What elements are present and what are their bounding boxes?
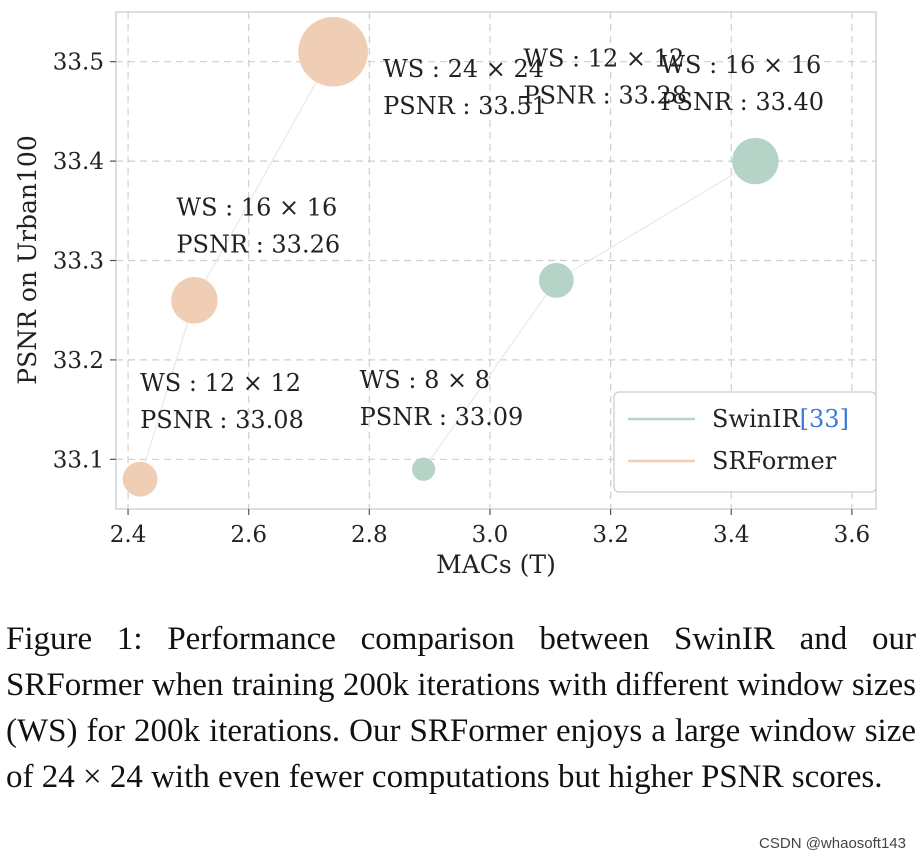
annotation-ws-srformer-0: WS : 12 × 12 bbox=[140, 369, 301, 397]
y-tick-label: 33.4 bbox=[53, 149, 104, 175]
figure-caption: Figure 1: Performance comparison between… bbox=[6, 621, 916, 795]
legend-name-swinir: SwinIR bbox=[712, 405, 801, 433]
annotation-psnr-swinir-0: PSNR : 33.09 bbox=[360, 403, 524, 431]
y-axis-label: PSNR on Urban100 bbox=[13, 135, 42, 384]
axis-ticks: 2.4 2.6 2.8 3.0 3.2 3.4 3.6 33.1 33.2 33.3 33.4 33.… bbox=[53, 50, 870, 548]
annotation-ws-srformer-1: WS : 16 × 16 bbox=[176, 193, 337, 221]
x-tick-label: 3.2 bbox=[592, 522, 629, 548]
watermark: CSDN @whaosoft143 bbox=[759, 835, 906, 852]
scatter-chart: WS : 8 × 8 PSNR : 33.09 WS : 12 × 12 PSNR :… bbox=[13, 11, 877, 579]
annotation-psnr-srformer-0: PSNR : 33.08 bbox=[140, 406, 304, 434]
annotation-psnr-swinir-1: PSNR : 33.28 bbox=[523, 81, 687, 109]
annotation-psnr-srformer-2: PSNR : 33.51 bbox=[383, 92, 547, 120]
point-annotations: WS : 8 × 8 PSNR : 33.09 WS : 12 × 12 PSNR :… bbox=[140, 44, 824, 434]
x-tick-label: 2.4 bbox=[110, 522, 147, 548]
x-tick-label: 3.0 bbox=[472, 522, 509, 548]
point-srformer-1 bbox=[171, 277, 218, 324]
x-tick-label: 3.4 bbox=[713, 522, 750, 548]
legend-label-srformer: SRFormer bbox=[712, 447, 837, 475]
annotation-ws-swinir-2: WS : 16 × 16 bbox=[660, 51, 821, 79]
legend: SwinIR[33] SRFormer bbox=[613, 391, 877, 493]
y-tick-label: 33.1 bbox=[53, 447, 104, 473]
annotation-ws-srformer-2: WS : 24 × 24 bbox=[383, 55, 544, 83]
y-tick-label: 33.3 bbox=[53, 249, 104, 275]
x-tick-label: 2.8 bbox=[351, 522, 388, 548]
point-swinir-2 bbox=[732, 137, 779, 185]
legend-label-swinir: SwinIR[33] bbox=[712, 405, 849, 433]
data-points bbox=[122, 16, 779, 497]
annotation-psnr-srformer-1: PSNR : 33.26 bbox=[176, 230, 340, 258]
point-srformer-0 bbox=[122, 461, 158, 497]
x-tick-label: 3.6 bbox=[834, 522, 871, 548]
y-tick-label: 33.2 bbox=[53, 348, 104, 374]
x-tick-label: 2.6 bbox=[230, 522, 267, 548]
legend-ref-swinir: [33] bbox=[800, 405, 849, 433]
legend-box bbox=[613, 391, 877, 493]
point-swinir-0 bbox=[412, 457, 436, 481]
annotation-ws-swinir-0: WS : 8 × 8 bbox=[360, 366, 490, 394]
annotation-ws-swinir-1: WS : 12 × 12 bbox=[523, 44, 684, 72]
point-srformer-2 bbox=[298, 16, 368, 87]
y-tick-label: 33.5 bbox=[53, 50, 104, 76]
x-axis-label: MACs (T) bbox=[436, 550, 556, 579]
point-swinir-1 bbox=[538, 262, 574, 298]
annotation-psnr-swinir-2: PSNR : 33.40 bbox=[660, 88, 824, 116]
